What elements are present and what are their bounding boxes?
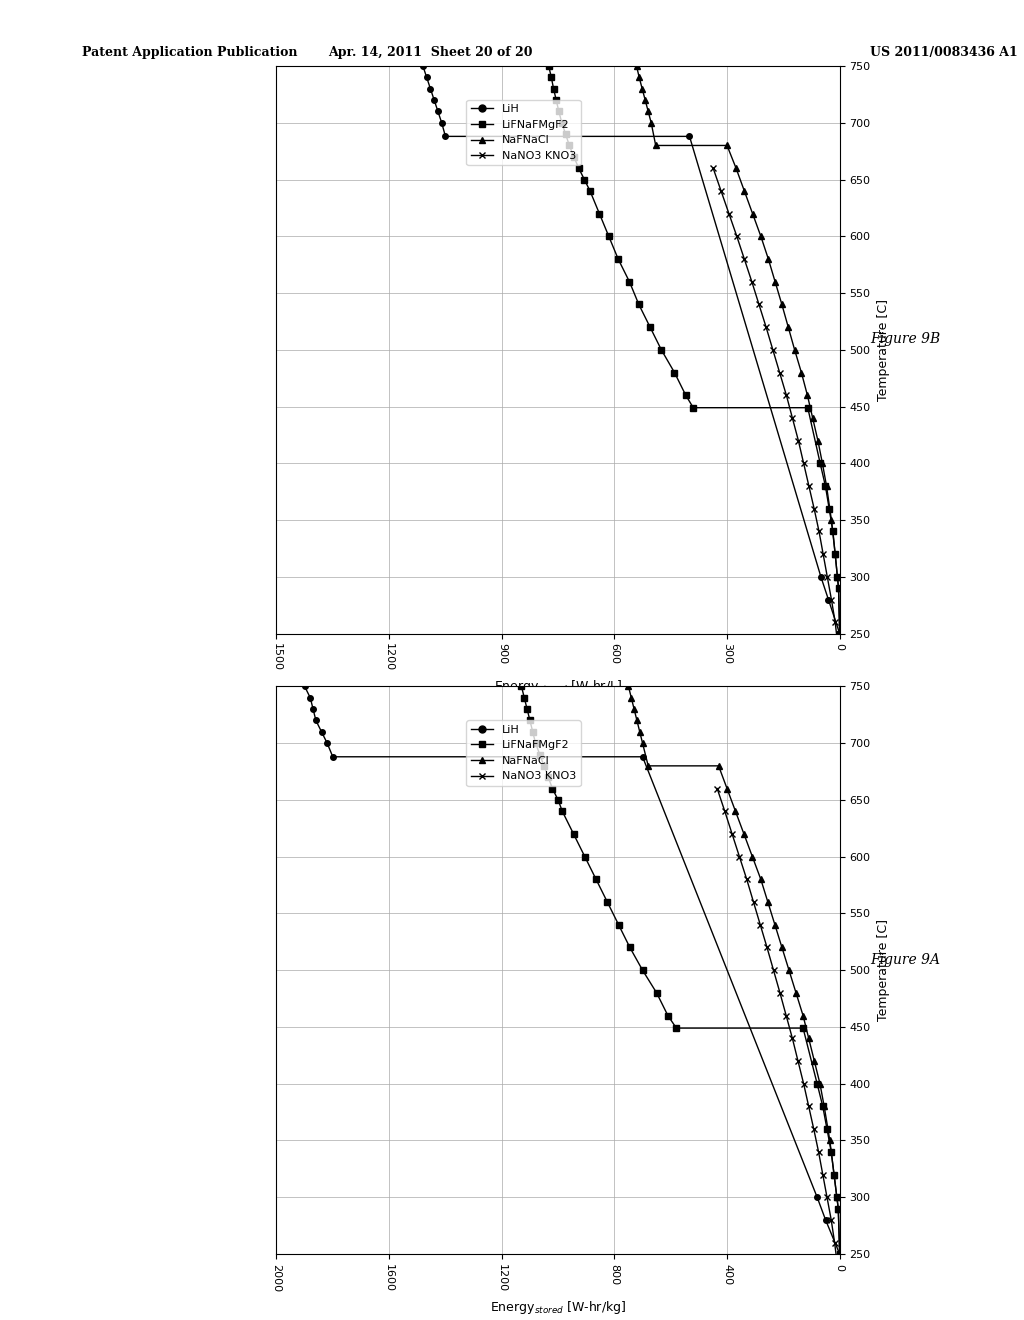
Text: Figure 9A: Figure 9A [870, 953, 940, 966]
Text: Apr. 14, 2011  Sheet 20 of 20: Apr. 14, 2011 Sheet 20 of 20 [328, 46, 532, 59]
Text: Patent Application Publication: Patent Application Publication [82, 46, 297, 59]
X-axis label: Energy$_{stored}$ [W-hr/L]: Energy$_{stored}$ [W-hr/L] [494, 678, 623, 696]
Y-axis label: Temperature [C]: Temperature [C] [878, 298, 891, 401]
Legend: LiH, LiFNaFMgF2, NaFNaCl, NaNO3 KNO3: LiH, LiFNaFMgF2, NaFNaCl, NaNO3 KNO3 [467, 721, 581, 785]
Text: US 2011/0083436 A1: US 2011/0083436 A1 [870, 46, 1018, 59]
Legend: LiH, LiFNaFMgF2, NaFNaCl, NaNO3 KNO3: LiH, LiFNaFMgF2, NaFNaCl, NaNO3 KNO3 [467, 100, 581, 165]
Text: Figure 9B: Figure 9B [870, 333, 941, 346]
X-axis label: Energy$_{stored}$ [W-hr/kg]: Energy$_{stored}$ [W-hr/kg] [489, 1299, 627, 1316]
Y-axis label: Temperature [C]: Temperature [C] [878, 919, 891, 1022]
